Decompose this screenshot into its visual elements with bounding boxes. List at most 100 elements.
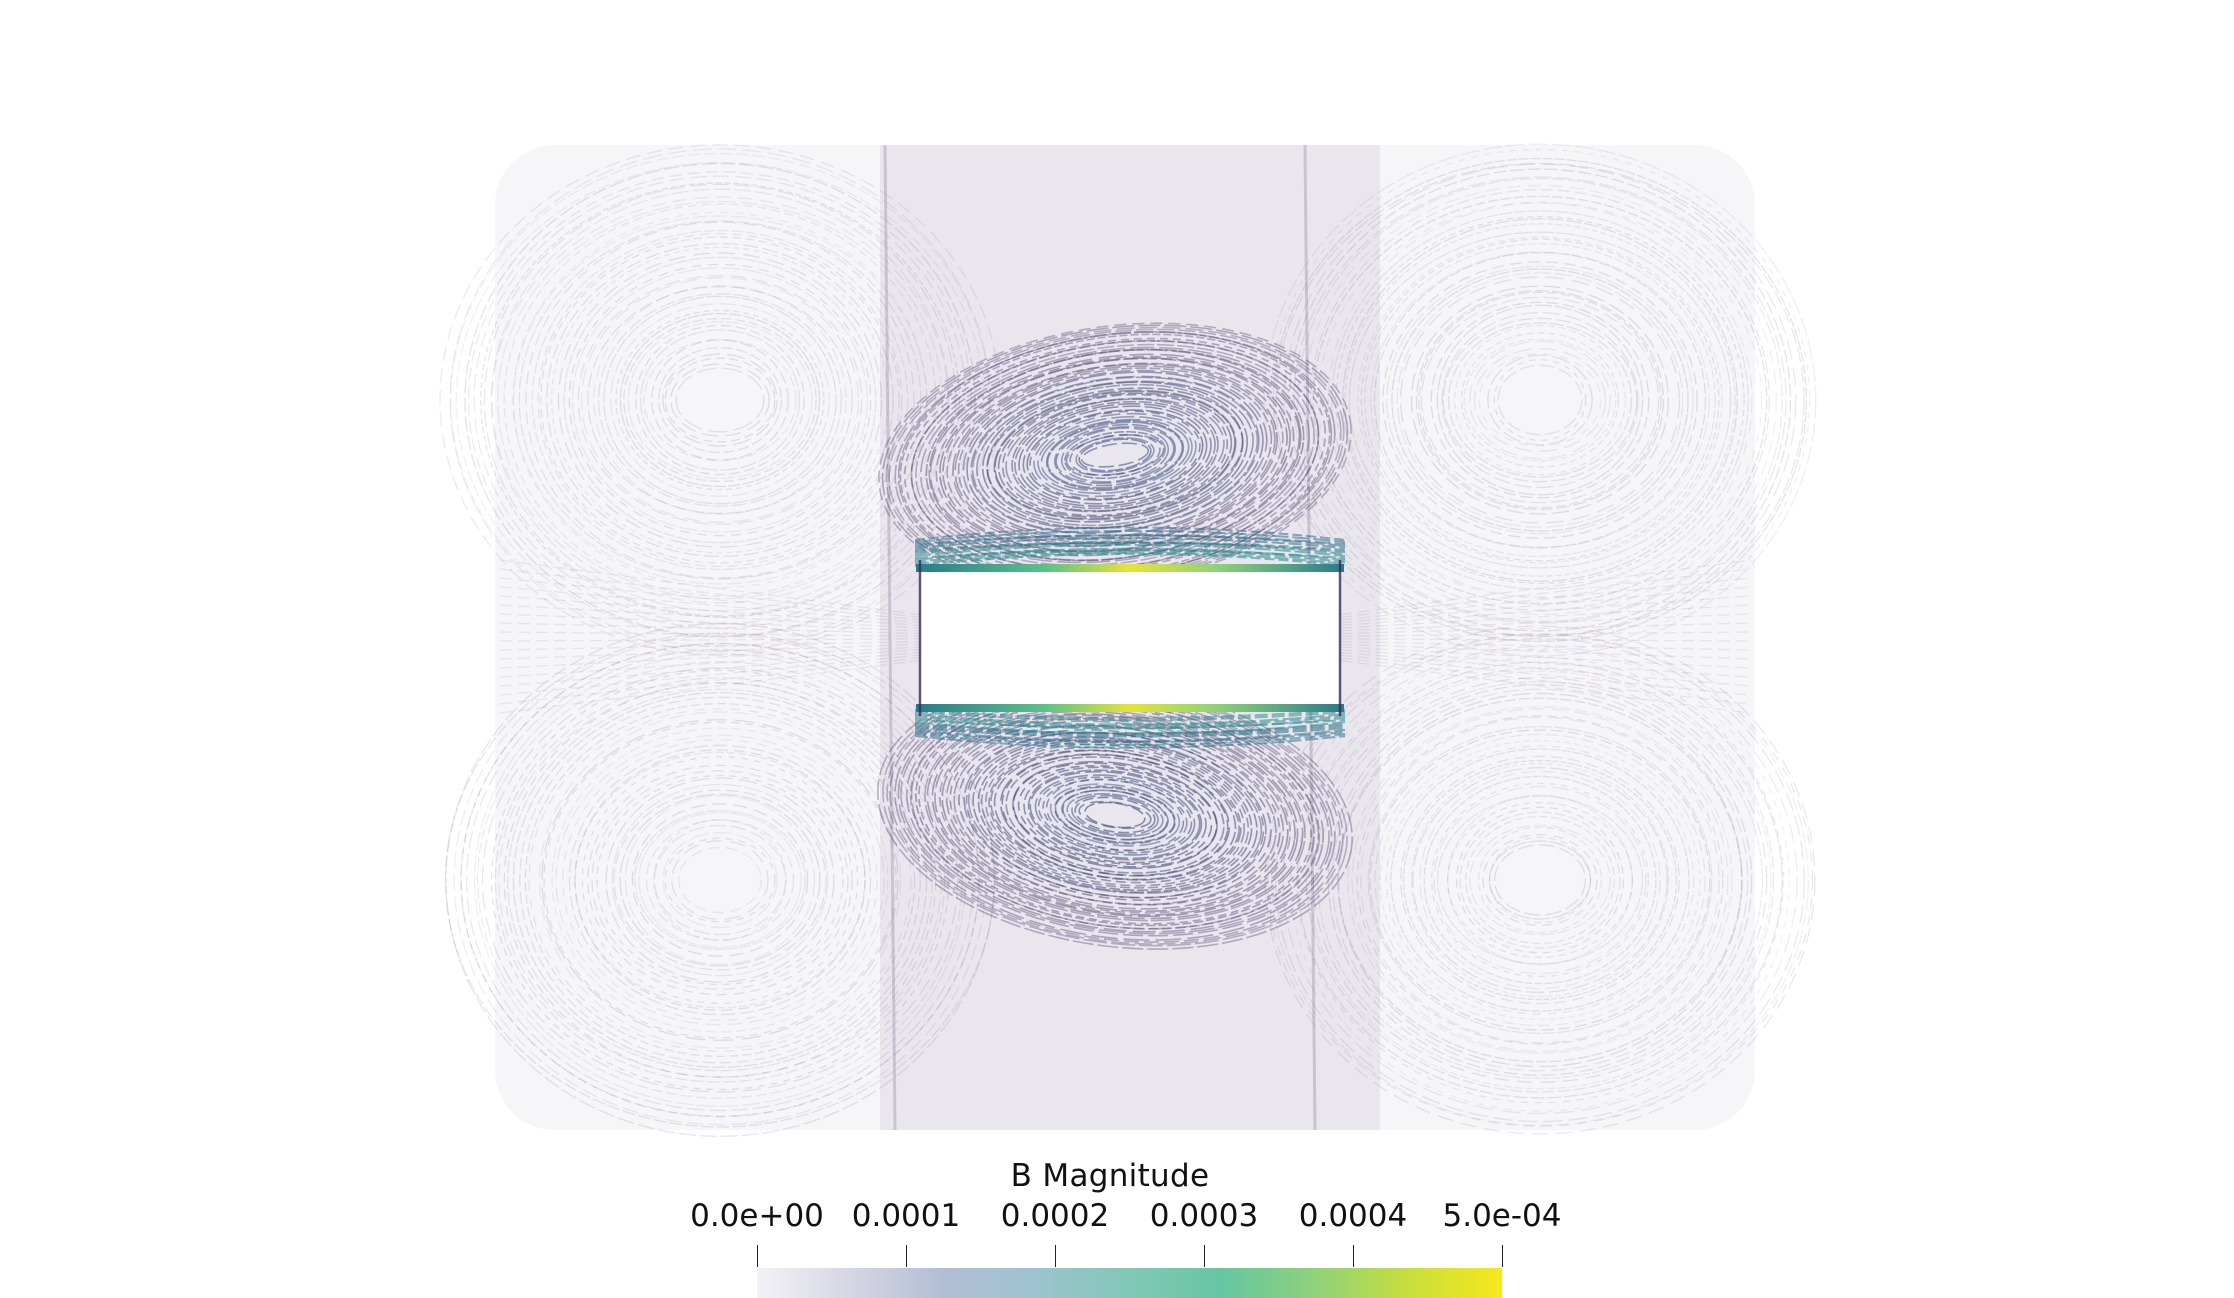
colorbar-title: B Magnitude bbox=[1010, 1158, 1210, 1194]
magnet-top-edge bbox=[916, 564, 1344, 572]
inner-vortex-loop bbox=[894, 689, 1336, 941]
outer-field-loop bbox=[466, 648, 974, 1112]
colorbar-gradient bbox=[757, 1268, 1502, 1298]
outer-field-loop bbox=[1269, 148, 1811, 652]
outer-field-loop bbox=[1473, 348, 1607, 452]
outer-field-loop bbox=[531, 229, 909, 571]
inner-vortex-loop bbox=[915, 703, 1315, 927]
colorbar-tick-label: 0.0e+00 bbox=[690, 1198, 824, 1234]
outer-field-loop bbox=[1303, 184, 1777, 616]
outer-field-loop bbox=[1272, 157, 1808, 643]
outer-field-loop bbox=[503, 203, 937, 597]
magnet-body bbox=[920, 568, 1340, 708]
outer-field-loop bbox=[1446, 802, 1634, 958]
outer-field-loop bbox=[1344, 223, 1736, 577]
outer-field-loop bbox=[525, 221, 915, 579]
field-seam bbox=[883, 144, 897, 1131]
midplane-streamline bbox=[499, 649, 921, 678]
inner-vortex-loop bbox=[1026, 409, 1204, 501]
outer-field-loop bbox=[615, 309, 825, 491]
outer-field-loop bbox=[1312, 195, 1768, 605]
outer-field-loop bbox=[1478, 353, 1602, 447]
outer-field-loop bbox=[455, 161, 985, 639]
midplane-streamline bbox=[1339, 646, 1751, 669]
outer-field-loop bbox=[562, 739, 878, 1021]
outer-field-loop bbox=[1488, 836, 1592, 924]
colorbar-tick-label: 0.0003 bbox=[1149, 1198, 1259, 1234]
outer-field-loop bbox=[1419, 770, 1661, 990]
outer-field-loop bbox=[480, 182, 960, 618]
outer-field-loop bbox=[1266, 633, 1814, 1127]
outer-field-loop bbox=[596, 774, 844, 986]
inner-vortex-loop bbox=[1029, 770, 1201, 860]
outer-field-loop bbox=[555, 734, 885, 1026]
inner-vortex-loop bbox=[1054, 785, 1176, 845]
midplane-streamline bbox=[1339, 631, 1751, 637]
outer-field-loop bbox=[543, 721, 897, 1039]
midplane-streamline bbox=[499, 577, 921, 621]
midplane-streamline bbox=[499, 622, 921, 635]
outer-field-loop bbox=[1373, 251, 1707, 549]
midplane-streamline bbox=[499, 654, 921, 696]
outer-field-loop bbox=[1282, 645, 1798, 1115]
outer-field-loop bbox=[1399, 276, 1681, 524]
outer-field-loop bbox=[541, 719, 899, 1041]
outer-field-loop bbox=[651, 339, 789, 461]
magnet-bottom-edge bbox=[916, 704, 1344, 712]
outer-field-loop bbox=[1430, 301, 1650, 499]
outer-field-loop bbox=[571, 267, 869, 533]
outer-field-loop bbox=[1374, 733, 1706, 1027]
outer-field-loop bbox=[1453, 324, 1627, 476]
outer-field-loop bbox=[1385, 745, 1695, 1015]
outer-field-loop bbox=[453, 634, 987, 1126]
midplane-streamline bbox=[1339, 651, 1751, 687]
outer-field-loop bbox=[464, 162, 976, 638]
midplane-streamline bbox=[1339, 654, 1751, 696]
inner-vortex-loop bbox=[962, 369, 1268, 541]
outer-field-loop bbox=[1360, 238, 1720, 562]
outer-field-loop bbox=[1447, 794, 1633, 966]
colorbar-tick bbox=[757, 1245, 758, 1267]
outer-field-loop bbox=[1360, 716, 1720, 1044]
outer-field-loop bbox=[643, 338, 797, 462]
outer-field-loop bbox=[627, 321, 813, 479]
outer-field-loop bbox=[1497, 364, 1583, 436]
outer-field-loop bbox=[528, 708, 912, 1052]
outer-field-loop bbox=[1275, 637, 1805, 1123]
outer-field-loop bbox=[1433, 785, 1647, 975]
outer-field-loop bbox=[619, 312, 821, 488]
outer-field-loop bbox=[1382, 261, 1698, 539]
outer-field-loop bbox=[587, 764, 853, 996]
inner-vortex-loop bbox=[941, 717, 1289, 913]
outer-field-loop bbox=[568, 263, 872, 537]
outer-field-loop bbox=[444, 632, 996, 1128]
colorbar-legend: B Magnitude 0.0e+00 0.0001 0.0002 0.0003… bbox=[660, 1150, 1562, 1298]
outer-field-loop bbox=[603, 295, 837, 505]
midplane-streamline bbox=[499, 586, 921, 624]
outer-field-loop bbox=[490, 188, 950, 612]
outer-field-loop bbox=[1331, 210, 1749, 590]
midplane-streamline bbox=[1339, 577, 1751, 621]
near-face-streamline bbox=[914, 526, 1346, 541]
outer-field-loop bbox=[568, 744, 872, 1016]
inner-vortex-loop bbox=[1034, 774, 1196, 856]
outer-field-loop bbox=[507, 688, 933, 1072]
inner-vortex-loop bbox=[1064, 430, 1166, 480]
inner-vortex-loop bbox=[1005, 756, 1225, 874]
outer-field-loop bbox=[1297, 661, 1783, 1099]
inner-vortex-loop bbox=[949, 724, 1281, 906]
outer-field-loop bbox=[1369, 729, 1711, 1031]
outer-field-loop bbox=[1370, 251, 1710, 549]
colorbar-tick-label: 5.0e-04 bbox=[1442, 1198, 1562, 1234]
outer-field-loop bbox=[675, 367, 765, 433]
inner-vortex-loop bbox=[1045, 778, 1185, 852]
outer-field-loop bbox=[1317, 201, 1763, 599]
outer-field-loop bbox=[1447, 322, 1633, 478]
inner-vortex-loop bbox=[954, 365, 1276, 545]
outer-field-loop bbox=[671, 840, 769, 920]
outer-field-loop bbox=[1465, 815, 1615, 945]
inner-vortex-loop bbox=[1078, 800, 1152, 830]
inner-vortex-loop bbox=[1054, 423, 1176, 487]
outer-field-loop bbox=[624, 795, 816, 965]
